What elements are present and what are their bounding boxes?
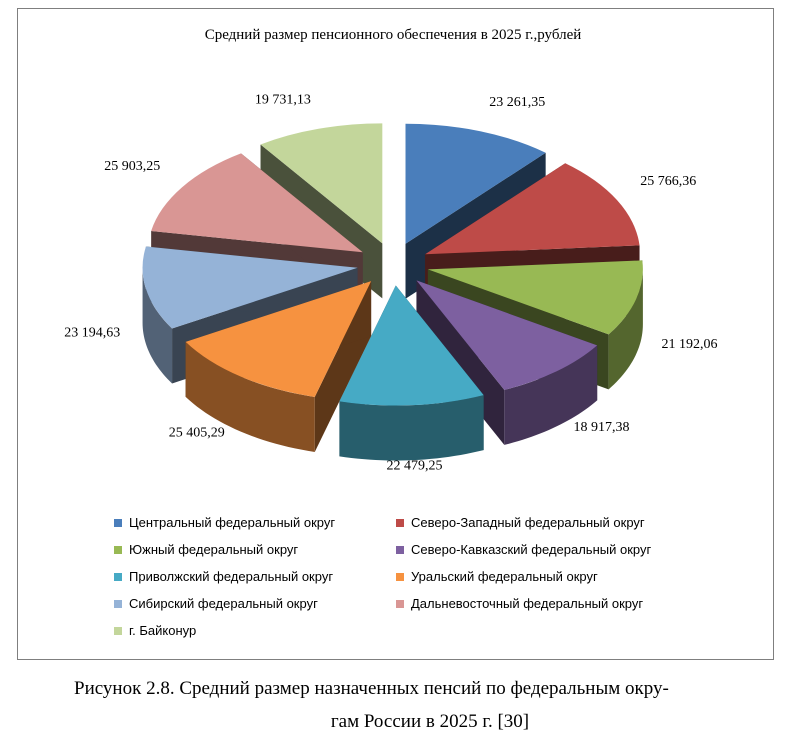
- slice-top: [405, 123, 546, 244]
- legend-label: Северо-Кавказский федеральный округ: [411, 542, 652, 557]
- legend-swatch: [114, 518, 122, 527]
- data-label-6: 25 405,29: [169, 426, 225, 441]
- legend-item-8: Дальневосточный федеральный округ: [396, 596, 643, 611]
- data-label-9: 19 731,13: [255, 92, 311, 107]
- slice-top: [416, 280, 598, 390]
- slice-top: [260, 123, 383, 244]
- legend-label: Приволжский федеральный округ: [129, 569, 334, 584]
- legend-swatch: [114, 572, 122, 581]
- legend-item-1: Центральный федеральный округ: [114, 515, 335, 530]
- pie-chart: Средний размер пенсионного обеспечения в…: [64, 27, 717, 474]
- slice-rim: [185, 341, 315, 452]
- data-label-5: 22 479,25: [387, 459, 443, 474]
- chart-title: Средний размер пенсионного обеспечения в…: [205, 27, 582, 43]
- legend-item-5: Приволжский федеральный округ: [114, 569, 333, 584]
- chart-area: Средний размер пенсионного обеспечения в…: [17, 8, 774, 660]
- legend-item-6: Уральский федеральный округ: [396, 569, 598, 584]
- pie-slice-5: [339, 285, 484, 461]
- legend-item-2: Северо-Западный федеральный округ: [396, 515, 645, 530]
- data-label-7: 23 194,63: [64, 325, 120, 340]
- legend-item-9: г. Байконур: [114, 623, 196, 638]
- legend-item-4: Северо-Кавказский федеральный округ: [396, 542, 651, 557]
- legend-swatch: [114, 599, 122, 608]
- legend-label: г. Байконур: [129, 623, 197, 638]
- caption-line-2: гам России в 2025 г. [30]: [330, 711, 530, 732]
- legend-item-7: Сибирский федеральный округ: [114, 596, 318, 611]
- legend-swatch: [114, 626, 122, 635]
- legend-label: Центральный федеральный округ: [129, 515, 336, 530]
- data-label-8: 25 903,25: [104, 159, 160, 174]
- data-label-3: 21 192,06: [661, 337, 717, 352]
- legend-label: Северо-Западный федеральный округ: [411, 515, 645, 530]
- slice-top: [142, 246, 358, 329]
- caption-line-1: Рисунок 2.8. Средний размер назначенных …: [74, 678, 669, 699]
- slice-top: [185, 281, 372, 397]
- legend-label: Дальневосточный федеральный округ: [411, 596, 644, 611]
- legend-swatch: [396, 518, 404, 527]
- data-label-1: 23 261,35: [489, 95, 545, 110]
- slice-top: [339, 285, 484, 406]
- legend-item-3: Южный федеральный округ: [114, 542, 298, 557]
- slice-top: [425, 163, 640, 255]
- legend-label: Южный федеральный округ: [129, 542, 299, 557]
- slice-rim: [504, 345, 598, 445]
- legend-label: Сибирский федеральный округ: [129, 596, 318, 611]
- slice-rim: [339, 395, 484, 461]
- slice-rim: [608, 269, 643, 390]
- legend-label: Уральский федеральный округ: [411, 569, 598, 584]
- pie-slice-6: [185, 281, 372, 452]
- slice-rim: [142, 267, 173, 384]
- data-label-2: 25 766,36: [640, 174, 696, 189]
- slice-top: [151, 153, 363, 253]
- legend-swatch: [396, 599, 404, 608]
- slice-top: [427, 260, 643, 335]
- legend-swatch: [396, 545, 404, 554]
- legend-swatch: [396, 572, 404, 581]
- legend-swatch: [114, 545, 122, 554]
- data-label-4: 18 917,38: [573, 420, 629, 435]
